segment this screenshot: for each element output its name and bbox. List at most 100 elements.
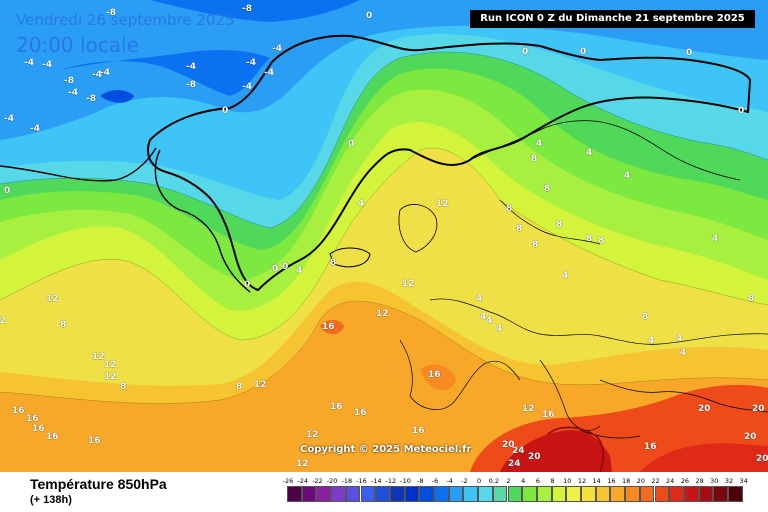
scale-tick-label: -24	[297, 477, 308, 485]
scale-tick-label: -8	[417, 477, 424, 485]
scale-tick-label: -12	[385, 477, 397, 485]
isotherm-label: -4	[246, 58, 256, 68]
scale-swatch	[625, 486, 640, 502]
scale-tick-label: 10	[563, 477, 572, 485]
scale-tick-label: 28	[695, 477, 704, 485]
isotherm-label: 2	[0, 316, 7, 326]
forecast-date: Vendredi 26 septembre 2025	[16, 11, 235, 29]
isotherm-label: 8	[544, 184, 551, 194]
italy-coast	[539, 359, 601, 431]
scale-tick-label: 22	[651, 477, 660, 485]
isotherm-label: 12	[522, 404, 535, 414]
band-m4	[0, 0, 768, 140]
isotherm-label: 16	[354, 408, 367, 418]
lead-time: (+ 138h)	[30, 494, 72, 506]
iceland-coast	[329, 247, 371, 268]
isotherm-label: 4	[536, 139, 543, 149]
scale-swatch	[478, 486, 493, 502]
isotherm-label: 0	[366, 11, 373, 21]
isotherm-label: 4	[680, 348, 687, 358]
scale-tick-label: 20	[636, 477, 645, 485]
isotherm-label: -4	[92, 70, 102, 80]
isotherm-label: -4	[68, 88, 78, 98]
scale-swatch	[287, 486, 302, 502]
isotherm-label: 8	[586, 234, 593, 244]
isotherm-label: 16	[322, 322, 335, 332]
scale-swatch	[581, 486, 596, 502]
band-m6	[60, 50, 270, 96]
isotherm-label: -4	[42, 60, 52, 70]
europe-borders	[429, 298, 768, 345]
isotherm-label: 4	[648, 336, 655, 346]
isotherm-label: 20	[756, 454, 768, 464]
scale-swatch	[551, 486, 567, 502]
isotherm-label: 4	[486, 316, 493, 326]
isotherm-label: 8	[532, 240, 539, 250]
scale-tick-label: 2	[506, 477, 511, 485]
isotherm-label: 8	[531, 154, 538, 164]
isotherm-label: 16	[428, 370, 441, 380]
isotherm-label: 16	[644, 442, 657, 452]
isotherm-label: 16	[12, 406, 25, 416]
isotherm-label: 8	[330, 258, 337, 268]
scale-swatch	[419, 486, 434, 502]
isotherm-label: 4	[358, 199, 365, 209]
scale-tick-label: -18	[341, 477, 353, 485]
temperature-map: -8 -8 0 -4 -4 -4 -4 -4 -4 -4 -4 -4 -8 -8 -8 -4 -4 -4 0 0 0 0 0…	[0, 0, 768, 472]
isotherm-label: 20	[528, 452, 541, 462]
isotherm-label: -4	[4, 114, 14, 124]
scale-tick-label: 30	[710, 477, 719, 485]
scale-swatch	[389, 486, 405, 502]
scale-tick-label: 14	[592, 477, 601, 485]
scale-swatch	[713, 486, 728, 502]
isotherm-label: 16	[88, 436, 101, 446]
isotherm-label: -8	[64, 76, 74, 86]
isotherm-label: 12	[296, 459, 309, 469]
isotherm-label: -8	[186, 80, 196, 90]
scale-tick-label: -2	[461, 477, 468, 485]
isotherm-label: 16	[46, 432, 59, 442]
isotherm-label: 12	[104, 360, 117, 370]
scale-tick-label: 34	[739, 477, 748, 485]
isotherm-label: 4	[296, 266, 303, 276]
isotherm-label: -4	[100, 68, 110, 78]
isotherm-label: -4	[264, 68, 274, 78]
isotherm-label: 12	[402, 279, 415, 289]
scale-swatch	[683, 486, 699, 502]
map-footer: Température 850hPa (+ 138h) -26 -24 -22 -20…	[0, 472, 768, 512]
model-run-info: Run ICON 0 Z du Dimanche 21 septembre 20…	[470, 10, 755, 28]
scale-tick-label: 18	[621, 477, 631, 485]
isotherm-label: 4	[712, 234, 719, 244]
scale-swatch	[434, 486, 449, 502]
isotherm-label: -4	[186, 62, 196, 72]
isotherm-label: 8	[236, 382, 243, 392]
scale-swatch	[654, 486, 670, 502]
scale-swatch	[360, 486, 376, 502]
scale-swatch	[610, 486, 626, 502]
scale-swatch	[345, 486, 361, 502]
isotherm-label: 24	[512, 446, 525, 456]
isotherm-label: 0	[222, 106, 229, 116]
scale-tick-label: -20	[326, 477, 338, 485]
isotherm-label: 12	[306, 430, 319, 440]
isotherm-label: 4	[586, 148, 593, 158]
scale-tick-label: -22	[312, 477, 323, 485]
isotherm-label: -4	[24, 58, 34, 68]
scale-swatch	[404, 486, 420, 502]
scale-swatch	[566, 486, 581, 502]
isotherm-label: -8	[242, 4, 252, 14]
scale-tick-label: 8	[550, 477, 555, 485]
isotherm-label: 8	[556, 220, 563, 230]
isotherm-label: 16	[412, 426, 425, 436]
scale-swatch	[728, 486, 743, 502]
scale-swatch	[698, 486, 714, 502]
scale-swatch	[536, 486, 552, 502]
isotherm-label: 0	[738, 106, 745, 116]
copyright-notice: Copyright © 2025 Meteociel.fr	[300, 444, 472, 455]
isotherm-label: 4	[476, 294, 483, 304]
isotherm-label: 20	[502, 440, 515, 450]
isotherm-label: 8	[748, 294, 755, 304]
british-isles	[398, 204, 438, 253]
isotherm-label: 0	[4, 186, 11, 196]
isotherm-label: 4	[676, 334, 683, 344]
